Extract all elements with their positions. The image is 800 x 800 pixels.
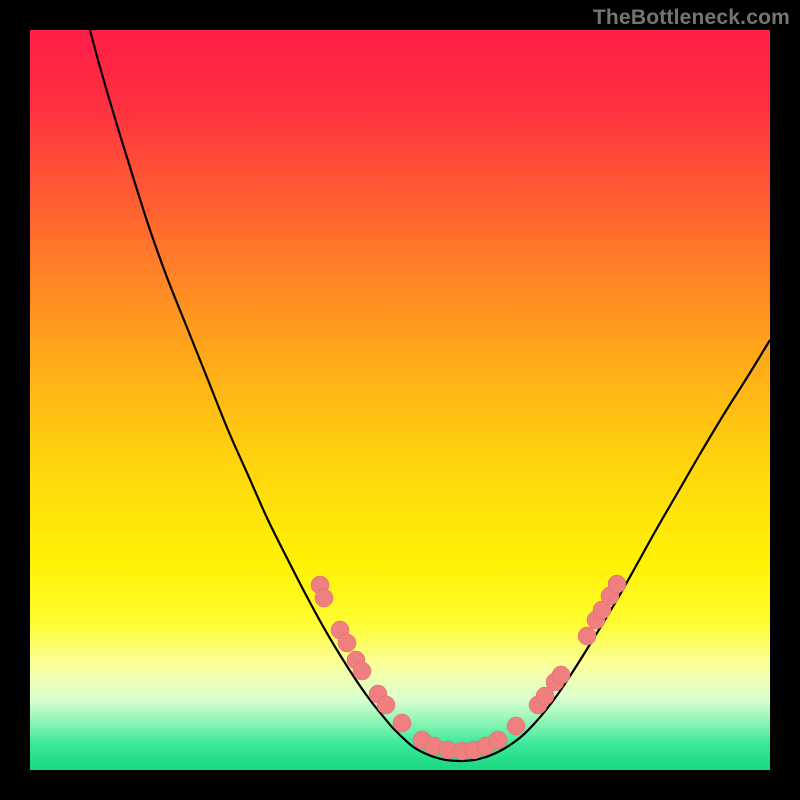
chart-outer-frame: TheBottleneck.com	[0, 0, 800, 800]
curve-marker	[507, 717, 525, 735]
curve-marker	[377, 696, 395, 714]
curve-marker	[552, 666, 570, 684]
curve-markers	[311, 575, 626, 760]
curve-marker	[338, 634, 356, 652]
curve-layer	[30, 30, 770, 770]
curve-marker	[393, 714, 411, 732]
curve-marker	[608, 575, 626, 593]
curve-marker	[578, 627, 596, 645]
watermark-text: TheBottleneck.com	[593, 6, 790, 30]
plot-area	[30, 30, 770, 770]
curve-marker	[489, 731, 507, 749]
curve-marker	[315, 589, 333, 607]
curve-marker	[353, 662, 371, 680]
bottleneck-curve	[90, 30, 770, 761]
